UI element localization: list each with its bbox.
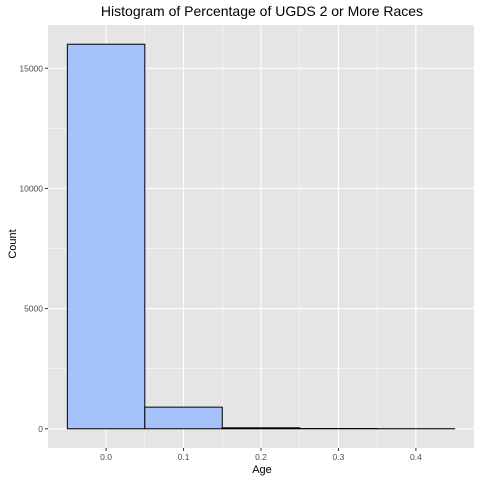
x-tick-label: 0.1 bbox=[178, 452, 190, 462]
y-tick-label: 0 bbox=[38, 424, 43, 434]
histogram-bar bbox=[67, 44, 144, 429]
chart-title: Histogram of Percentage of UGDS 2 or Mor… bbox=[101, 3, 423, 19]
y-axis-label: Count bbox=[7, 229, 19, 258]
x-tick-label: 0.4 bbox=[410, 452, 422, 462]
x-axis-label: Age bbox=[252, 464, 272, 476]
y-axis-ticks: 0 5000 10000 15000 bbox=[19, 63, 48, 434]
y-tick-label: 10000 bbox=[19, 183, 43, 193]
x-tick-label: 0.2 bbox=[255, 452, 267, 462]
histogram-bar bbox=[222, 428, 299, 429]
x-tick-label: 0.3 bbox=[333, 452, 345, 462]
y-tick-label: 15000 bbox=[19, 63, 43, 73]
x-axis-ticks: 0.0 0.1 0.2 0.3 0.4 bbox=[100, 448, 422, 462]
x-tick-label: 0.0 bbox=[100, 452, 112, 462]
y-tick-label: 5000 bbox=[24, 304, 43, 314]
histogram-bar bbox=[145, 407, 222, 429]
